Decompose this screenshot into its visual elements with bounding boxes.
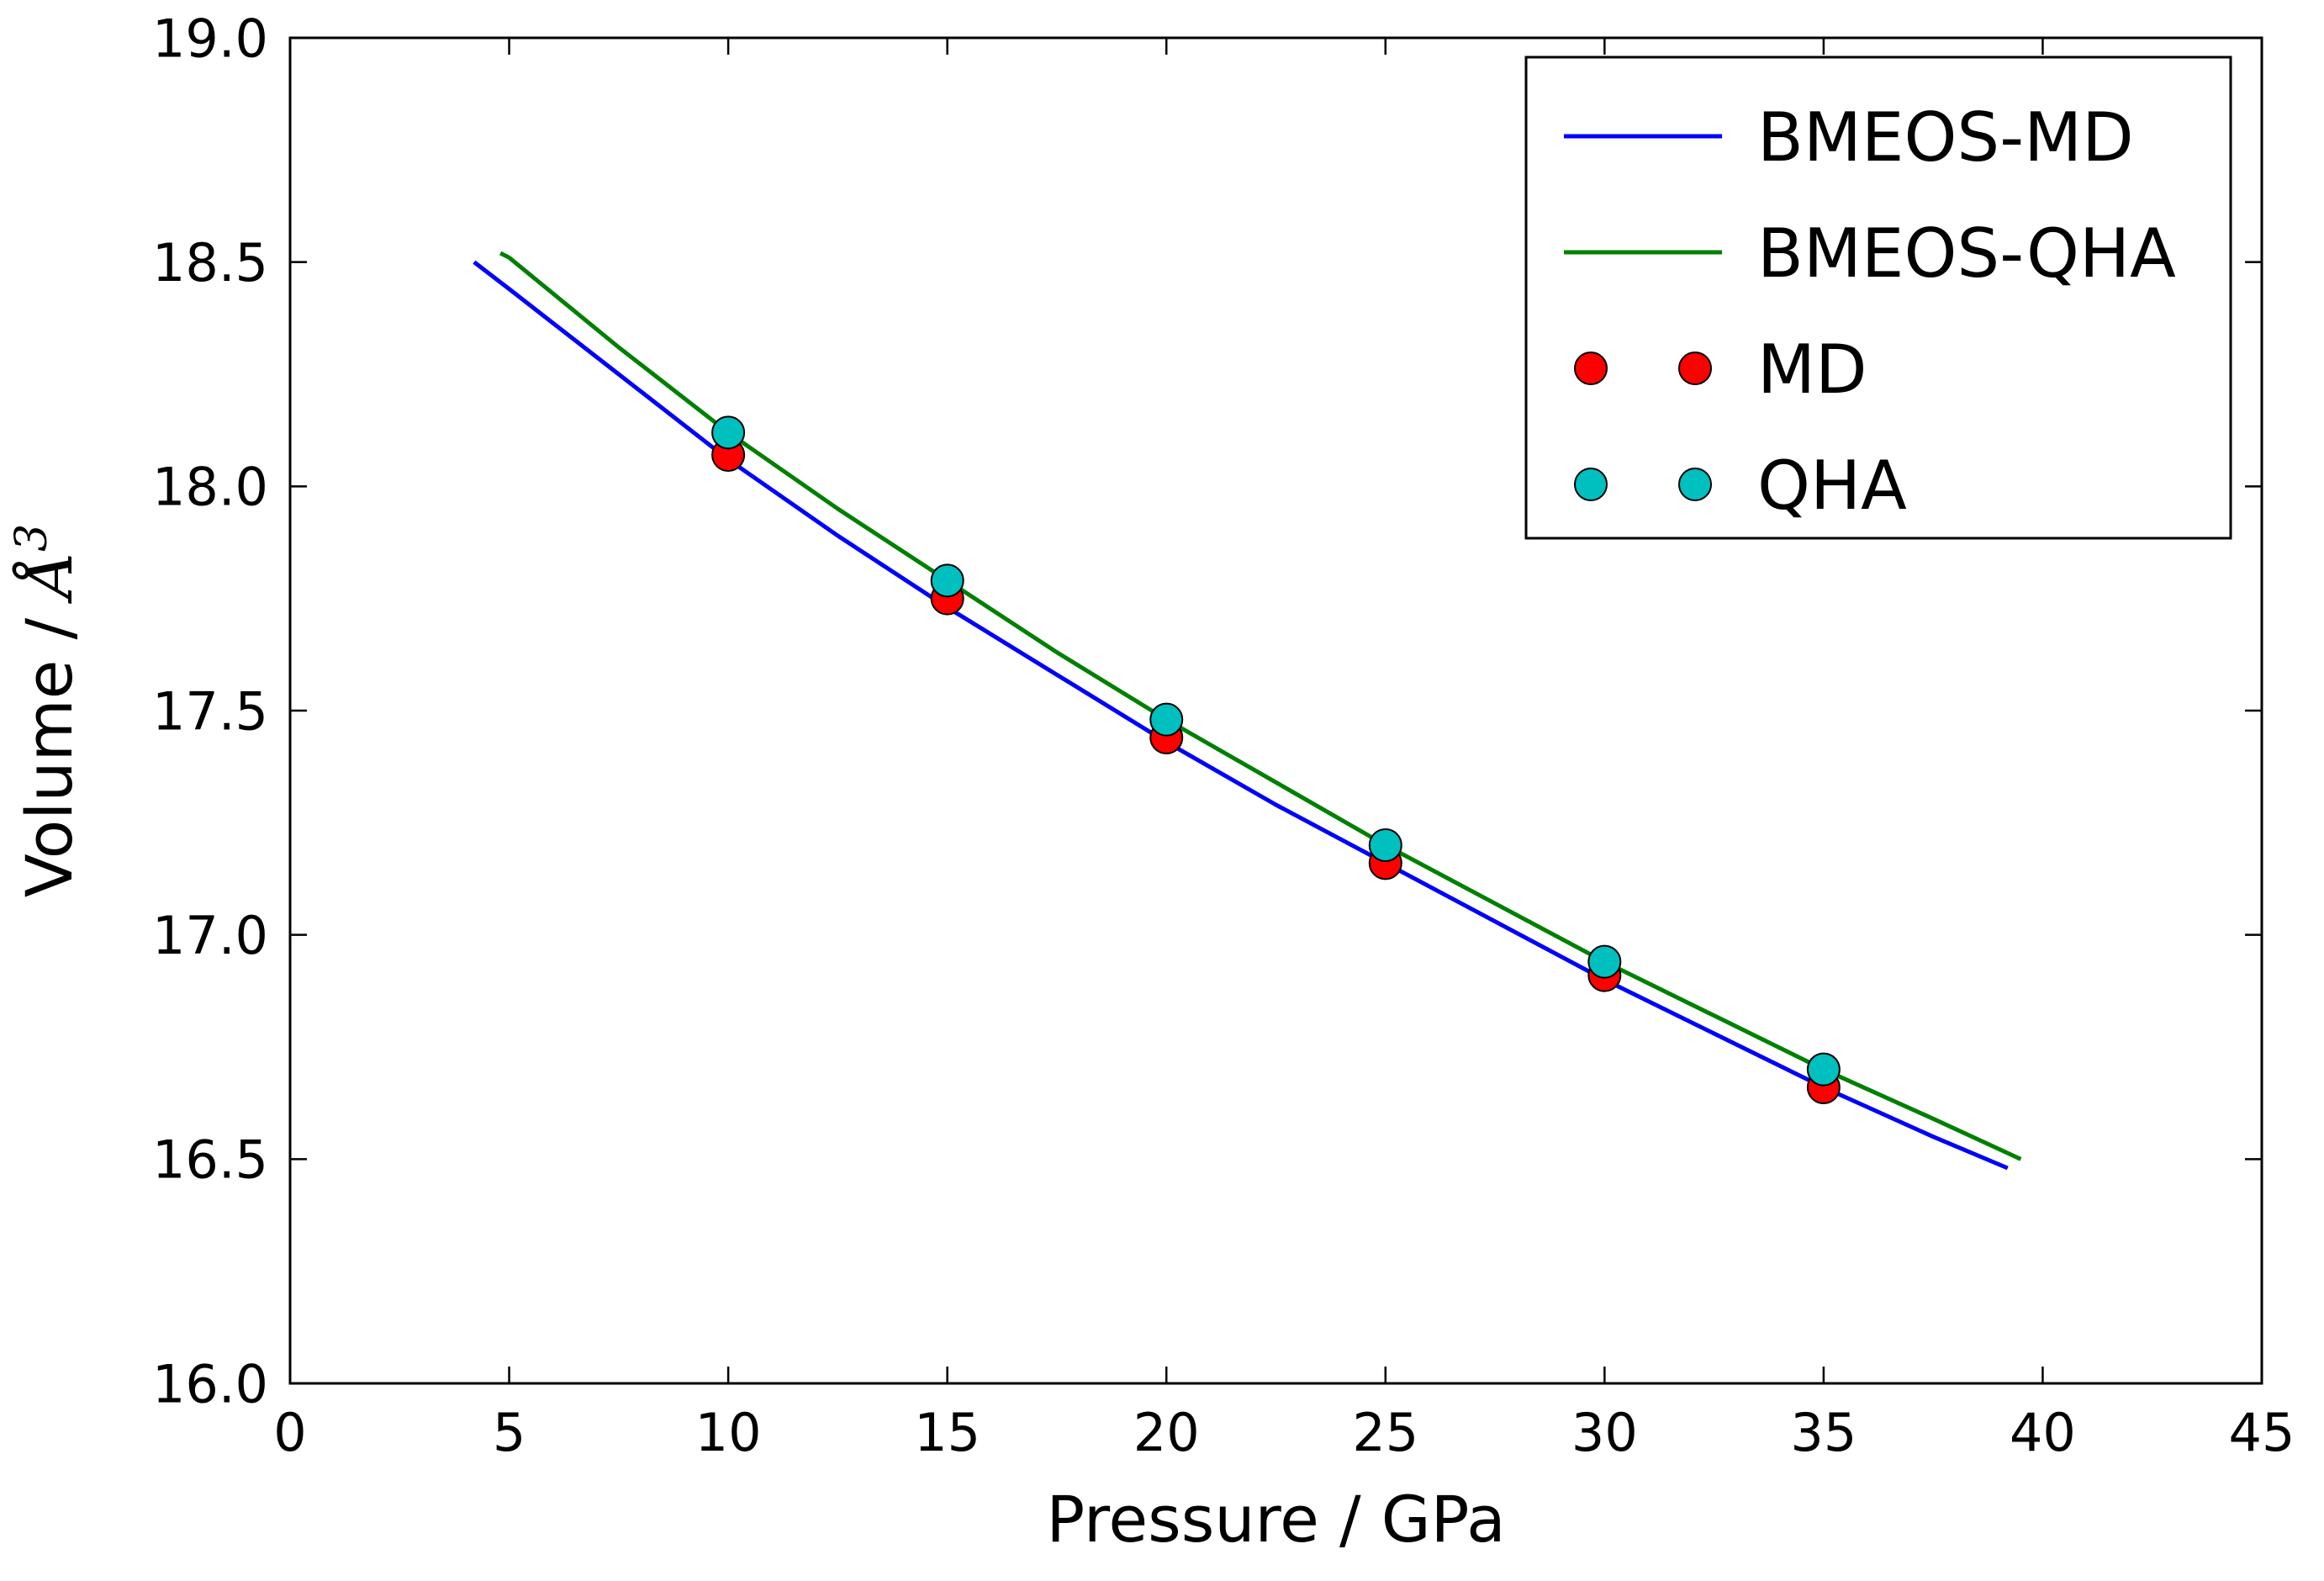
- x-tick-label: 35: [1790, 1402, 1857, 1463]
- legend-marker-qha: [1678, 468, 1712, 501]
- point-qha: [1806, 1052, 1841, 1087]
- y-tick-label: 16.0: [152, 1353, 268, 1414]
- line-bmeos-md: [473, 260, 2009, 1171]
- point-qha: [930, 563, 964, 598]
- point-qha: [1587, 944, 1622, 979]
- point-qha: [1368, 828, 1402, 862]
- y-tick-label: 18.5: [152, 232, 268, 293]
- x-tick-label: 40: [2010, 1402, 2076, 1463]
- y-tick-label: 16.5: [152, 1129, 268, 1191]
- x-tick-label: 5: [493, 1402, 526, 1463]
- x-axis-label: Pressure / GPa: [1046, 1482, 1505, 1557]
- x-tick-label: 20: [1133, 1402, 1200, 1463]
- legend-label-bmeos-md: BMEOS-MD: [1757, 98, 2134, 177]
- line-bmeos-qha: [499, 251, 2022, 1161]
- legend-marker-qha: [1574, 468, 1608, 501]
- y-tick-label: 17.0: [152, 905, 268, 966]
- legend-label-bmeos-qha: BMEOS-QHA: [1757, 214, 2176, 293]
- x-tick-label: 15: [914, 1402, 980, 1463]
- x-tick-label: 10: [695, 1402, 762, 1463]
- point-qha: [711, 415, 746, 450]
- legend-label-qha: QHA: [1757, 447, 1907, 525]
- x-tick-label: 25: [1352, 1402, 1418, 1463]
- legend-marker-md: [1574, 352, 1608, 385]
- y-tick-label: 17.5: [152, 680, 268, 742]
- y-tick-label: 19.0: [152, 8, 268, 69]
- x-tick-label: 45: [2229, 1402, 2295, 1463]
- x-tick-label: 30: [1571, 1402, 1638, 1463]
- point-qha: [1149, 702, 1184, 737]
- y-axis-label: Volume / Å3: [7, 524, 87, 898]
- legend-label-md: MD: [1757, 330, 1867, 409]
- y-tick-label: 18.0: [152, 457, 268, 518]
- legend-marker-md: [1678, 352, 1712, 385]
- x-tick-label: 0: [273, 1402, 306, 1463]
